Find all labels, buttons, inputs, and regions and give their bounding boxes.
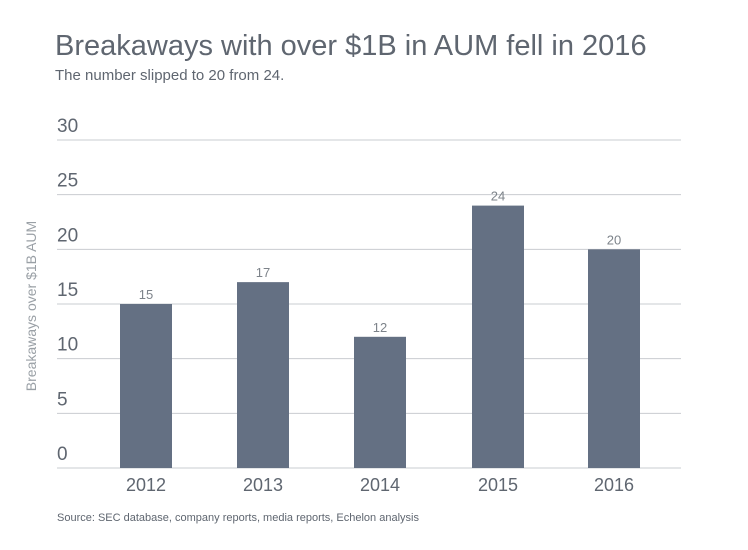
x-tick-label-2015: 2015 [478,475,518,495]
bar-2012 [120,304,172,468]
y-axis-ticks: 0 5 10 15 20 25 30 [57,116,78,465]
y-tick-label: 0 [57,444,68,465]
y-tick-label: 10 [57,335,78,356]
y-tick-label: 15 [57,280,78,301]
bar-2016 [588,249,640,468]
x-axis-ticks: 2012 2013 2014 2015 2016 [126,475,634,495]
source-note: Source: SEC database, company reports, m… [57,512,419,524]
bar-2015 [472,205,524,468]
bar-2014 [354,336,406,468]
y-tick-label: 5 [57,389,68,410]
data-label-2016: 20 [607,232,621,247]
y-tick-label: 30 [57,116,78,137]
data-label-2014: 12 [373,320,387,335]
x-tick-label-2013: 2013 [243,475,283,495]
chart-title: Breakaways with over $1B in AUM fell in … [55,30,647,62]
y-tick-label: 20 [57,225,78,246]
data-label-2012: 15 [139,287,153,302]
y-tick-label: 25 [57,171,78,192]
y-axis-label: Breakaways over $1B AUM [23,221,39,391]
bars [120,205,640,468]
bar-2013 [237,282,289,468]
data-label-2013: 17 [256,265,270,280]
data-label-2015: 24 [491,189,505,204]
x-tick-label-2014: 2014 [360,475,400,495]
data-labels: 15 17 12 24 20 [139,189,621,335]
x-tick-label-2016: 2016 [594,475,634,495]
x-tick-label-2012: 2012 [126,475,166,495]
chart-subtitle: The number slipped to 20 from 24. [55,67,285,84]
